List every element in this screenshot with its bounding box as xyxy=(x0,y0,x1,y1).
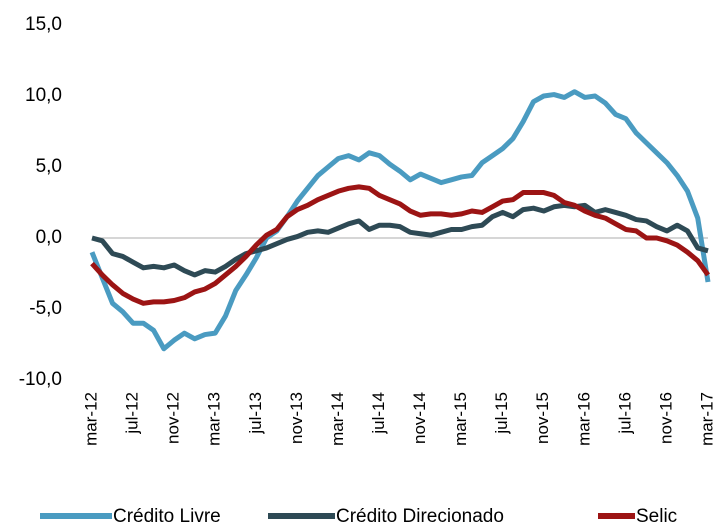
y-tick-label: -5,0 xyxy=(29,298,62,319)
x-tick-label: mar-16 xyxy=(574,392,593,446)
x-tick-label: nov-15 xyxy=(533,392,552,444)
x-tick-label: nov-12 xyxy=(164,392,183,444)
legend-label: Crédito Direcionado xyxy=(336,506,504,527)
legend-label: Crédito Livre xyxy=(113,506,221,527)
x-tick-label: nov-16 xyxy=(656,392,675,444)
series-line xyxy=(91,202,709,278)
x-tick-label: jul-12 xyxy=(123,392,142,435)
x-tick-label: mar-17 xyxy=(697,392,715,446)
y-tick-label: -10,0 xyxy=(19,369,62,390)
legend-label: Selic xyxy=(636,506,677,527)
x-tick-label: nov-13 xyxy=(287,392,306,444)
y-tick-label: 5,0 xyxy=(36,156,62,177)
x-tick-label: mar-15 xyxy=(451,392,470,446)
x-tick-label: jul-13 xyxy=(246,392,265,435)
y-tick-label: 10,0 xyxy=(25,85,62,106)
y-tick-label: 15,0 xyxy=(25,14,62,35)
series-line xyxy=(90,184,711,306)
x-tick-label: jul-15 xyxy=(492,392,511,435)
x-tick-label: jul-14 xyxy=(369,392,388,435)
series-line xyxy=(89,89,711,352)
y-tick-label: 0,0 xyxy=(36,227,62,248)
x-tick-label: nov-14 xyxy=(410,392,429,444)
x-tick-label: mar-13 xyxy=(205,392,224,446)
x-tick-label: mar-14 xyxy=(328,392,347,446)
x-tick-label: jul-16 xyxy=(615,392,634,435)
x-tick-label: mar-12 xyxy=(81,392,100,446)
